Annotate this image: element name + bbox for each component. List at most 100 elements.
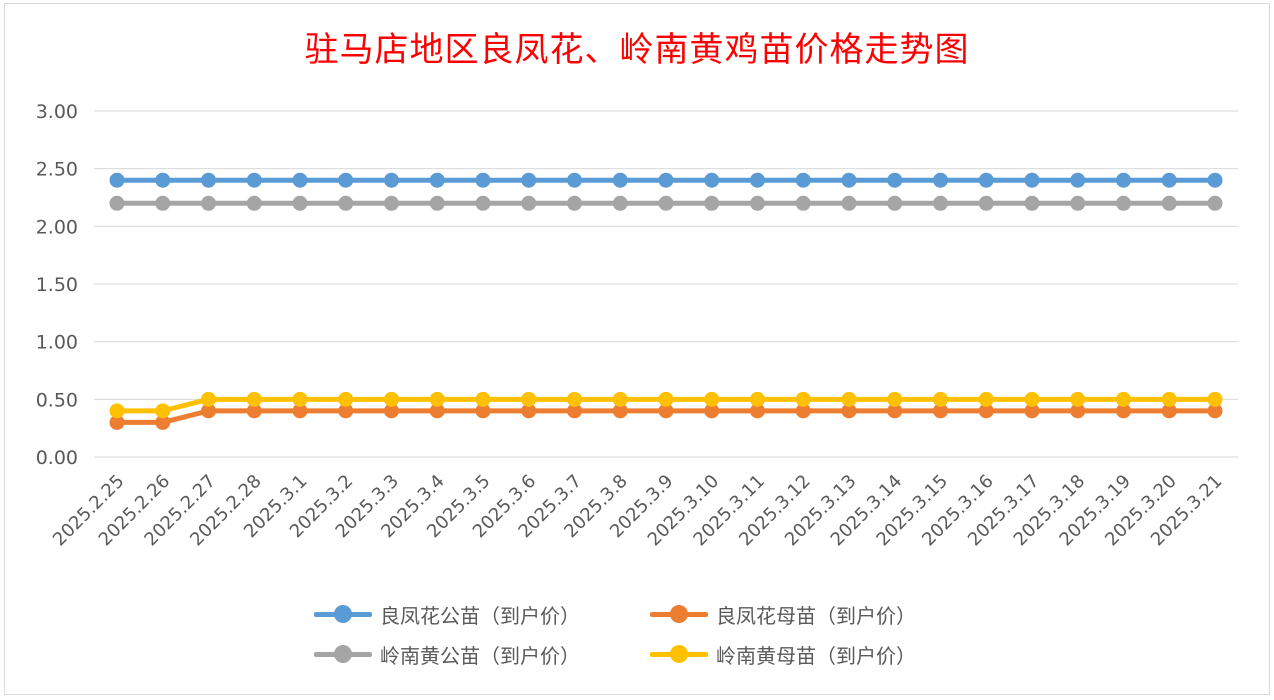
data-point — [155, 172, 171, 188]
data-point — [978, 195, 994, 211]
legend-swatch-2 — [650, 596, 708, 632]
data-point — [384, 172, 399, 188]
data-point — [704, 195, 720, 211]
data-point — [246, 172, 262, 188]
data-point — [155, 403, 171, 419]
data-point — [292, 403, 308, 419]
data-point — [109, 414, 125, 430]
data-point — [246, 391, 262, 407]
data-point — [567, 172, 582, 188]
data-point — [704, 391, 720, 407]
data-point — [887, 195, 903, 211]
data-point — [338, 403, 354, 419]
y-tick-label: 2.00 — [36, 216, 78, 238]
data-point — [338, 391, 354, 407]
data-point — [567, 391, 582, 407]
data-point — [1161, 195, 1177, 211]
data-point — [750, 403, 765, 419]
data-point — [292, 391, 308, 407]
legend-marker-4 — [670, 645, 688, 663]
data-point — [1116, 391, 1131, 407]
data-point — [246, 195, 262, 211]
y-tick-label: 2.50 — [36, 159, 78, 181]
chart-title: 驻马店地区良凤花、岭南黄鸡苗价格走势图 — [304, 30, 970, 70]
data-point — [109, 195, 125, 211]
data-point — [978, 391, 994, 407]
data-point — [612, 391, 628, 407]
legend-item-2: 良凤花母苗（到户价） — [650, 596, 916, 632]
y-tick-label: 0.50 — [36, 389, 78, 411]
legend-marker-3 — [334, 645, 352, 663]
data-point — [475, 172, 491, 188]
series-3 — [109, 195, 1223, 211]
data-point — [1207, 172, 1223, 188]
data-point — [292, 195, 308, 211]
data-point — [933, 195, 948, 211]
data-point — [1161, 391, 1177, 407]
data-point — [887, 403, 903, 419]
data-point — [612, 403, 628, 419]
legend-marker-2 — [670, 605, 688, 623]
legend-label-1: 良凤花公苗（到户价） — [380, 603, 580, 628]
data-point — [1070, 403, 1086, 419]
data-point — [567, 195, 582, 211]
data-point — [795, 172, 811, 188]
data-point — [1161, 172, 1177, 188]
data-point — [1070, 172, 1086, 188]
data-point — [429, 195, 445, 211]
data-point — [109, 403, 125, 419]
data-point — [933, 403, 948, 419]
data-point — [1024, 195, 1040, 211]
data-point — [1024, 403, 1040, 419]
data-point — [933, 172, 948, 188]
data-point — [384, 391, 399, 407]
data-point — [475, 403, 491, 419]
legend-swatch-3 — [314, 636, 372, 672]
data-point — [658, 172, 674, 188]
data-point — [338, 172, 354, 188]
data-point — [201, 195, 216, 211]
data-point — [521, 391, 537, 407]
series-1 — [109, 172, 1223, 188]
data-point — [429, 172, 445, 188]
legend-swatch-4 — [650, 636, 708, 672]
legend-label-4: 岭南黄母苗（到户价） — [716, 643, 916, 668]
chart-frame — [4, 3, 1270, 695]
data-point — [292, 172, 308, 188]
series-4 — [109, 391, 1223, 419]
data-point — [1116, 195, 1131, 211]
data-point — [978, 172, 994, 188]
data-point — [429, 403, 445, 419]
data-point — [338, 195, 354, 211]
data-point — [841, 195, 857, 211]
data-point — [1207, 391, 1223, 407]
data-point — [521, 172, 537, 188]
data-point — [246, 403, 262, 419]
data-point — [475, 391, 491, 407]
data-point — [201, 403, 216, 419]
y-tick-label: 1.00 — [36, 332, 78, 354]
data-point — [567, 403, 582, 419]
data-point — [1024, 172, 1040, 188]
data-point — [658, 391, 674, 407]
data-point — [704, 172, 720, 188]
legend-marker-1 — [334, 605, 352, 623]
data-point — [841, 403, 857, 419]
data-point — [795, 195, 811, 211]
data-point — [429, 391, 445, 407]
data-point — [750, 172, 765, 188]
y-tick-label: 0.00 — [36, 447, 78, 469]
data-point — [201, 391, 216, 407]
data-point — [887, 391, 903, 407]
data-point — [750, 391, 765, 407]
data-point — [475, 195, 491, 211]
data-point — [795, 403, 811, 419]
data-point — [933, 391, 948, 407]
data-point — [750, 195, 765, 211]
data-point — [521, 403, 537, 419]
data-point — [1070, 195, 1086, 211]
data-point — [658, 403, 674, 419]
legend-label-3: 岭南黄公苗（到户价） — [380, 643, 580, 668]
data-point — [795, 391, 811, 407]
series-2 — [109, 403, 1223, 430]
